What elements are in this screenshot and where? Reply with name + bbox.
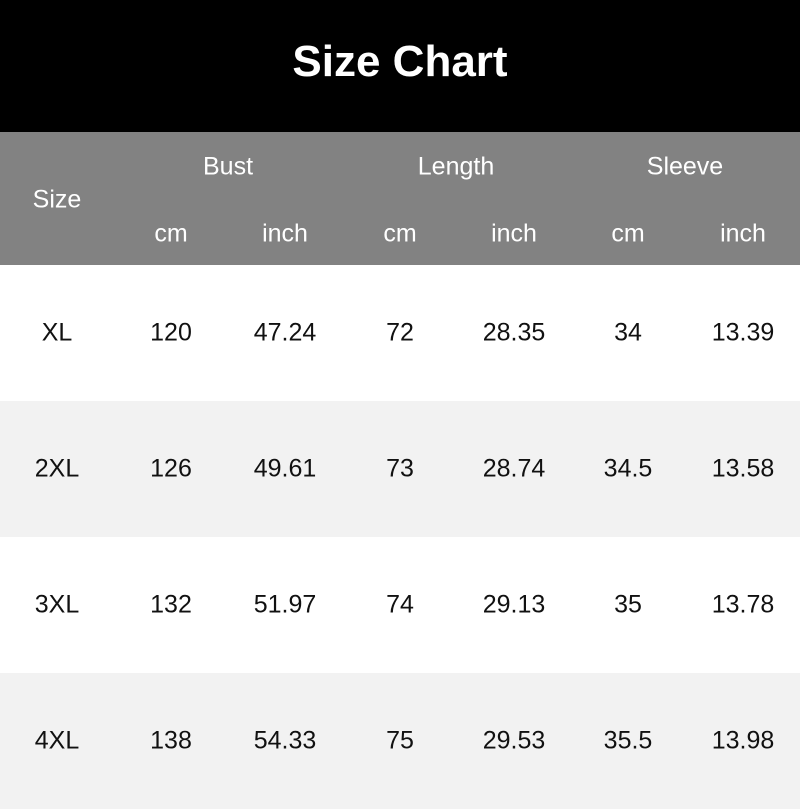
- header-unit: inch: [720, 219, 766, 248]
- value-cell: 47.24: [253, 318, 317, 347]
- header-unit: cm: [154, 219, 188, 248]
- size-cell: XL: [41, 318, 73, 347]
- value-cell: 73: [386, 454, 414, 483]
- size-cell: 2XL: [34, 454, 80, 483]
- value-cell: 132: [150, 590, 192, 619]
- value-cell: 126: [150, 454, 192, 483]
- size-cell: 4XL: [34, 726, 80, 755]
- value-cell: 13.39: [711, 318, 775, 347]
- size-cell: 3XL: [34, 590, 80, 619]
- value-cell: 49.61: [253, 454, 317, 483]
- value-cell: 35.5: [603, 726, 653, 755]
- value-cell: 138: [150, 726, 192, 755]
- header-size: Size: [32, 185, 82, 214]
- value-cell: 74: [386, 590, 414, 619]
- table-row: 4XL 138 54.33 75 29.53 35.5 13.98: [0, 673, 800, 809]
- table-row: 2XL 126 49.61 73 28.74 34.5 13.58: [0, 401, 800, 537]
- value-cell: 34: [614, 318, 642, 347]
- header-group-bust: Bust: [202, 152, 254, 181]
- value-cell: 29.53: [482, 726, 546, 755]
- header-unit: inch: [262, 219, 308, 248]
- table-body: XL 120 47.24 72 28.35 34 13.39 2XL 126 49.61 73 28.…: [0, 265, 800, 809]
- header-group-length: Length: [417, 152, 495, 181]
- table-header: Size Bust Length Sleeve cm inch cm inch cm inch: [0, 132, 800, 265]
- header-unit: cm: [611, 219, 645, 248]
- value-cell: 28.35: [482, 318, 546, 347]
- value-cell: 35: [614, 590, 642, 619]
- page-title: Size Chart: [292, 37, 508, 86]
- title-bar: Size Chart: [0, 0, 800, 132]
- value-cell: 34.5: [603, 454, 653, 483]
- value-cell: 54.33: [253, 726, 317, 755]
- header-unit: inch: [491, 219, 537, 248]
- value-cell: 72: [386, 318, 414, 347]
- value-cell: 75: [386, 726, 414, 755]
- value-cell: 29.13: [482, 590, 546, 619]
- header-unit: cm: [383, 219, 417, 248]
- value-cell: 13.58: [711, 454, 775, 483]
- value-cell: 13.78: [711, 590, 775, 619]
- value-cell: 28.74: [482, 454, 546, 483]
- value-cell: 51.97: [253, 590, 317, 619]
- table-row: 3XL 132 51.97 74 29.13 35 13.78: [0, 537, 800, 673]
- value-cell: 13.98: [711, 726, 775, 755]
- table-row: XL 120 47.24 72 28.35 34 13.39: [0, 265, 800, 401]
- header-group-sleeve: Sleeve: [646, 152, 724, 181]
- value-cell: 120: [150, 318, 192, 347]
